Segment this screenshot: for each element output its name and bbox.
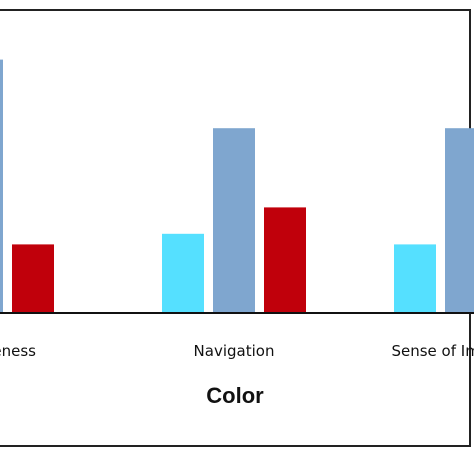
x-tick-label: Sense of Immersion bbox=[391, 342, 474, 360]
bar-sense-of-immersion-series-2 bbox=[445, 128, 474, 313]
bar-sense-of-immersion-series-1 bbox=[394, 244, 436, 313]
x-axis-title: Color bbox=[206, 383, 264, 408]
bar-attractiveness-series-3 bbox=[12, 244, 54, 313]
bars-group bbox=[0, 59, 474, 313]
x-tick-label: Attractiveness bbox=[0, 342, 36, 360]
bar-navigation-series-2 bbox=[213, 128, 255, 313]
x-tick-labels: Attractiveness Navigation Sense of Immersi… bbox=[0, 342, 474, 360]
bar-navigation-series-1 bbox=[162, 233, 204, 313]
bar-attractiveness-series-2 bbox=[0, 59, 3, 313]
x-tick-label: Navigation bbox=[194, 342, 275, 360]
bar-navigation-series-3 bbox=[264, 207, 306, 313]
